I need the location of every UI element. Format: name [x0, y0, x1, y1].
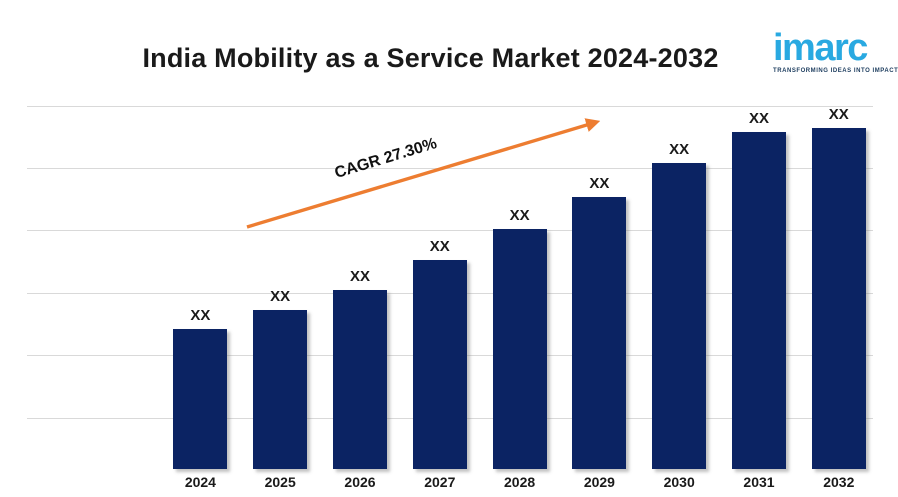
bar-value-label: XX	[748, 110, 769, 127]
gridline	[27, 106, 873, 107]
x-axis-label-2028: 2028	[504, 474, 536, 490]
bar-2032	[811, 128, 866, 469]
x-axis-label-2024: 2024	[184, 474, 216, 490]
bar-value-label: XX	[828, 106, 849, 123]
imarc-logo: imarc TRANSFORMING IDEAS INTO IMPACT	[773, 27, 898, 74]
bar-2026	[333, 290, 387, 469]
bar-2027	[412, 260, 467, 469]
bar-value-label: XX	[589, 175, 610, 192]
bar-group-2027: XX 2027	[410, 238, 470, 490]
bar-group-2030: XX 2030	[649, 141, 709, 490]
bar-group-2029: XX 2029	[569, 175, 629, 490]
bar-2028	[492, 229, 547, 469]
bar-group-2025: XX 2025	[250, 288, 310, 490]
bar-value-label: XX	[349, 268, 370, 285]
bar-2024	[173, 329, 228, 469]
x-axis-label-2027: 2027	[424, 474, 456, 490]
x-axis-label-2026: 2026	[344, 474, 376, 490]
x-axis-label-2025: 2025	[264, 474, 296, 490]
x-axis-label-2032: 2032	[823, 474, 855, 490]
bar-value-label: XX	[509, 207, 530, 224]
bar-group-2026: XX 2026	[330, 268, 390, 490]
bar-group-2032: XX 2032	[809, 106, 869, 490]
bar-2025	[253, 310, 308, 469]
bar-2029	[572, 197, 627, 469]
bar-group-2028: XX 2028	[490, 207, 550, 490]
imarc-logo-tagline: TRANSFORMING IDEAS INTO IMPACT	[773, 68, 898, 74]
gridline	[27, 230, 873, 231]
imarc-logo-wordmark: imarc	[773, 27, 868, 69]
bar-group-2024: XX 2024	[170, 307, 230, 490]
bar-value-label: XX	[270, 288, 291, 305]
bar-value-label: XX	[429, 238, 450, 255]
bar-value-label: XX	[190, 307, 211, 324]
bar-2031	[732, 132, 786, 469]
cagr-annotation: CAGR 27.30%	[332, 135, 439, 182]
bar-group-2031: XX 2031	[729, 110, 789, 490]
chart-title: India Mobility as a Service Market 2024-…	[142, 43, 719, 73]
bar-value-label: XX	[669, 141, 690, 158]
x-axis-label-2031: 2031	[743, 474, 775, 490]
x-axis-label-2030: 2030	[663, 474, 695, 490]
x-axis-label-2029: 2029	[583, 474, 615, 490]
bar-2030	[652, 163, 707, 469]
